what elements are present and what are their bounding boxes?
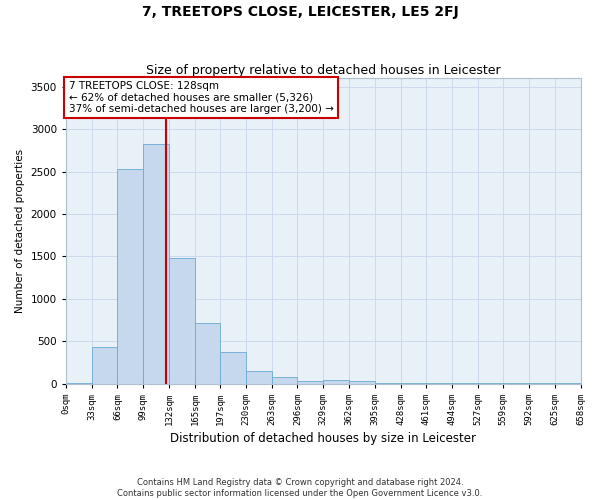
Bar [169,258,195,384]
Bar [246,370,272,384]
Bar [118,169,143,384]
Y-axis label: Number of detached properties: Number of detached properties [15,149,25,313]
Bar [401,383,427,384]
Bar [298,381,323,384]
Text: 7 TREETOPS CLOSE: 128sqm
← 62% of detached houses are smaller (5,326)
37% of sem: 7 TREETOPS CLOSE: 128sqm ← 62% of detach… [68,81,334,114]
Bar [375,383,401,384]
Bar [195,322,220,384]
Text: Contains HM Land Registry data © Crown copyright and database right 2024.
Contai: Contains HM Land Registry data © Crown c… [118,478,482,498]
Text: 7, TREETOPS CLOSE, LEICESTER, LE5 2FJ: 7, TREETOPS CLOSE, LEICESTER, LE5 2FJ [142,5,458,19]
Title: Size of property relative to detached houses in Leicester: Size of property relative to detached ho… [146,64,500,77]
Bar [323,380,349,384]
Bar [349,381,375,384]
X-axis label: Distribution of detached houses by size in Leicester: Distribution of detached houses by size … [170,432,476,445]
Bar [220,352,246,384]
Bar [272,376,298,384]
Bar [143,144,169,384]
Bar [92,348,118,384]
